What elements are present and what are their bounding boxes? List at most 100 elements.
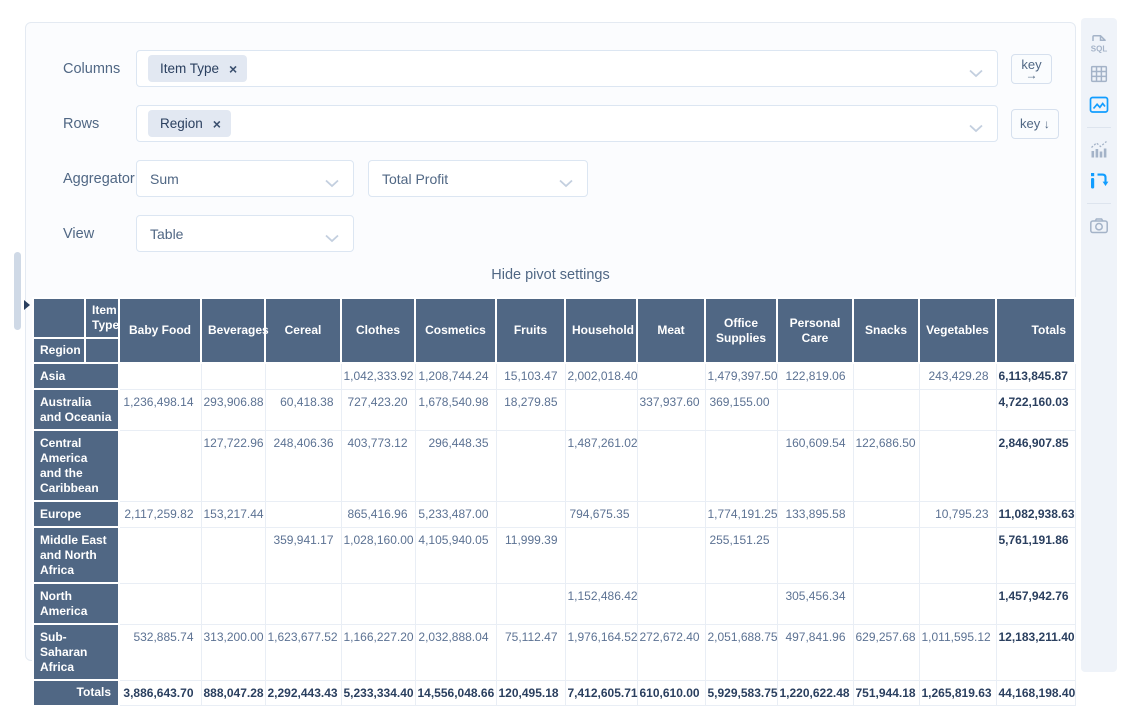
aggregator-label: Aggregator (63, 171, 136, 187)
col-header: Fruits (496, 298, 565, 363)
value-cell: 122,819.06 (777, 363, 853, 389)
view-selected-value: Table (150, 226, 183, 242)
row-header: Central America and the Caribbean (33, 430, 119, 501)
bar-chart-icon[interactable] (1087, 138, 1111, 162)
columns-tag-pill[interactable]: Item Type × (148, 55, 247, 82)
value-cell: 127,722.96 (201, 430, 265, 501)
value-cell: 1,152,486.42 (565, 583, 637, 624)
rows-control-row: Rows Region × key ↓ (63, 105, 1075, 142)
chevron-down-icon[interactable] (968, 120, 984, 138)
value-cell: 243,429.28 (919, 363, 996, 389)
chevron-down-icon[interactable] (968, 65, 984, 83)
row-header: Europe (33, 501, 119, 527)
value-cell: 1,623,677.52 (265, 624, 341, 680)
value-cell (637, 430, 705, 501)
table-row: North America 1,152,486.42 305,456.34 1,457… (33, 583, 1075, 624)
rows-tag-pill[interactable]: Region × (148, 110, 231, 137)
value-cell (777, 389, 853, 430)
value-cell: 1,678,540.98 (415, 389, 496, 430)
row-header: North America (33, 583, 119, 624)
row-total-cell: 11,082,938.63 (996, 501, 1075, 527)
value-cell: 1,976,164.52 (565, 624, 637, 680)
value-cell: 2,032,888.04 (415, 624, 496, 680)
value-cell: 2,002,018.40 (565, 363, 637, 389)
table-row: Sub-Saharan Africa532,885.74313,200.001,… (33, 624, 1075, 680)
hide-pivot-settings-link[interactable]: Hide pivot settings (26, 267, 1075, 283)
col-header: Clothes (341, 298, 415, 363)
value-cell (119, 527, 201, 583)
row-total-cell: 1,457,942.76 (996, 583, 1075, 624)
value-cell: 4,105,940.05 (415, 527, 496, 583)
value-cell (201, 363, 265, 389)
totals-col-header: Totals (996, 298, 1075, 363)
value-cell: 1,236,498.14 (119, 389, 201, 430)
value-cell: 255,151.25 (705, 527, 777, 583)
col-header: Cereal (265, 298, 341, 363)
value-cell: 60,418.38 (265, 389, 341, 430)
value-cell: 11,999.39 (496, 527, 565, 583)
value-cell (496, 430, 565, 501)
value-cell: 10,795.23 (919, 501, 996, 527)
value-cell: 359,941.17 (265, 527, 341, 583)
value-cell (853, 583, 919, 624)
table-row: Asia1,042,333.921,208,744.2415,103.472,0… (33, 363, 1075, 389)
columns-dropzone[interactable]: Item Type × (136, 50, 998, 87)
rows-sort-key-button[interactable]: key ↓ (1011, 109, 1059, 139)
col-header: Cosmetics (415, 298, 496, 363)
value-cell (119, 583, 201, 624)
pivot-table-container: Item TypeBaby FoodBeveragesCerealClothes… (32, 297, 1075, 707)
col-header: Vegetables (919, 298, 996, 363)
aggregator-select[interactable]: Sum (136, 160, 354, 197)
value-cell (777, 527, 853, 583)
chart-image-icon[interactable] (1087, 93, 1111, 117)
value-cell: 160,609.54 (777, 430, 853, 501)
value-cell (919, 430, 996, 501)
table-row: Europe2,117,259.82153,217.44865,416.965,… (33, 501, 1075, 527)
table-row: Australia and Oceania1,236,498.14293,906… (33, 389, 1075, 430)
totals-row: Totals3,886,643.70888,047.282,292,443.43… (33, 680, 1075, 706)
columns-tag-label: Item Type (160, 61, 219, 76)
pivot-icon[interactable] (1087, 169, 1111, 193)
table-grid-icon[interactable] (1087, 62, 1111, 86)
value-cell: 133,895.58 (777, 501, 853, 527)
row-header: Sub-Saharan Africa (33, 624, 119, 680)
totals-row-header: Totals (33, 680, 119, 706)
value-cell: 15,103.47 (496, 363, 565, 389)
value-cell: 1,479,397.50 (705, 363, 777, 389)
camera-icon[interactable] (1087, 214, 1111, 238)
value-cell (496, 583, 565, 624)
value-cell: 403,773.12 (341, 430, 415, 501)
value-cell (496, 501, 565, 527)
value-cell (919, 389, 996, 430)
row-total-cell: 5,761,191.86 (996, 527, 1075, 583)
column-total-cell: 1,265,819.63 (919, 680, 996, 706)
aggregator-value-select[interactable]: Total Profit (368, 160, 588, 197)
view-select[interactable]: Table (136, 215, 354, 252)
value-cell (265, 501, 341, 527)
value-cell: 305,456.34 (777, 583, 853, 624)
pivot-settings: Columns Item Type × key → Rows Region (26, 23, 1075, 252)
value-cell: 2,051,688.75 (705, 624, 777, 680)
columns-label: Columns (63, 61, 136, 77)
collapse-table-arrow-icon[interactable] (24, 300, 30, 310)
value-cell: 532,885.74 (119, 624, 201, 680)
value-cell: 1,028,160.00 (341, 527, 415, 583)
value-cell: 1,042,333.92 (341, 363, 415, 389)
view-control-row: View Table (63, 215, 1075, 252)
remove-tag-icon[interactable]: × (213, 117, 221, 131)
column-total-cell: 888,047.28 (201, 680, 265, 706)
column-total-cell: 5,233,334.40 (341, 680, 415, 706)
rows-dropzone[interactable]: Region × (136, 105, 998, 142)
axis-spacer-cell (85, 338, 119, 363)
columns-sort-key-button[interactable]: key → (1011, 54, 1052, 84)
pivot-table: Item TypeBaby FoodBeveragesCerealClothes… (32, 297, 1076, 707)
remove-tag-icon[interactable]: × (229, 62, 237, 76)
chevron-down-icon (324, 230, 340, 246)
left-scrollbar-thumb[interactable] (14, 252, 21, 330)
value-cell: 369,155.00 (705, 389, 777, 430)
value-cell (201, 583, 265, 624)
arrow-right-icon: → (1026, 70, 1038, 80)
value-cell (853, 389, 919, 430)
value-cell: 1,208,744.24 (415, 363, 496, 389)
sql-icon[interactable]: SQL (1087, 31, 1111, 55)
